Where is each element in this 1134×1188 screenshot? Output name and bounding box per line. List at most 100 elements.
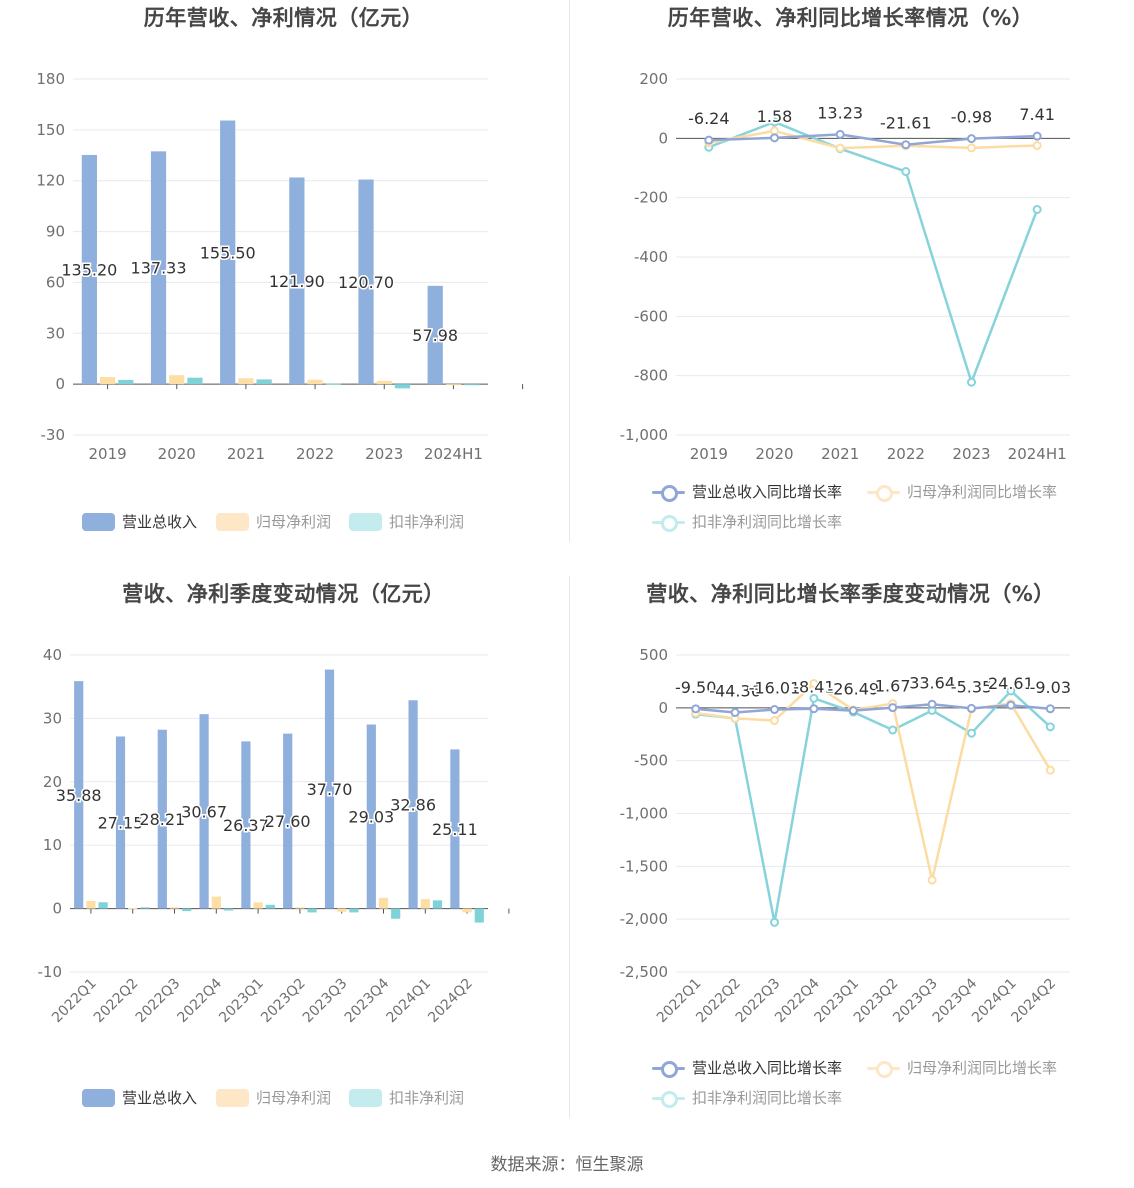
data-label: 121.90 [269,272,325,291]
legend-label: 营业总收入 [122,1089,198,1107]
point-deducted-growth [901,167,911,177]
legend-swatch [82,1088,115,1107]
bar-deducted-profit [256,379,272,385]
point-deducted-growth [888,725,898,735]
point-net-growth [927,875,937,885]
legend-item-net-growth[interactable]: 归母净利润同比增长率 [867,1057,1057,1078]
y-tick-label: 90 [46,223,65,241]
panel-quarterly-revenue-profit: 营收、净利季度变动情况（亿元） -10 0 10 20 30 40 2022Q1 2022Q2… [0,576,567,1152]
bar-chart-quarterly: -100102030402022Q12022Q22022Q32022Q42023… [38,646,510,1027]
bar-revenue [450,749,460,909]
legend-swatch [652,513,685,532]
x-tick-label: 2024Q2 [1009,976,1060,1027]
legend-item-revenue-growth[interactable]: 营业总收入同比增长率 [652,481,842,502]
panel-divider-bottom [569,576,570,1118]
bar-net-profit [420,899,430,909]
bar-deducted-profit [140,907,150,909]
x-tick-label: 2022Q3 [133,976,184,1027]
y-tick-label: 30 [46,324,65,342]
panel-annual-growth: 历年营收、净利同比增长率情况（%） -1,000 -800 -600 -400 -200… [567,0,1134,576]
series-line-net-growth [695,682,1052,882]
x-tick-label: 2020 [158,445,196,463]
legend-item-net-profit[interactable]: 归母净利润 [216,1087,331,1108]
legend-swatch [82,512,115,531]
x-tick-label: 2024H1 [1008,445,1067,463]
point-revenue-growth [967,134,976,144]
chart-title: 历年营收、净利同比增长率情况（%） [667,6,1034,30]
legend-item-deducted-profit[interactable]: 扣非净利润 [349,511,464,532]
data-label: 27.60 [265,812,311,831]
bar-deducted-profit [325,383,341,385]
panel-quarterly-growth: 营收、净利同比增长率季度变动情况（%） -2,500 -2,000 -1,500 -1… [567,576,1134,1152]
bar-deducted-profit [182,908,192,912]
y-tick-label: -2,500 [620,963,668,981]
y-tick-label: -600 [634,307,668,325]
data-label: -6.24 [688,109,729,128]
x-tick-label: 2023Q1 [216,976,267,1027]
y-tick-label: 200 [639,70,668,88]
point-revenue-growth [809,704,819,714]
bar-net-profit [169,375,185,385]
legend-item-deducted-growth[interactable]: 扣非净利润同比增长率 [652,1087,842,1108]
point-revenue-growth [927,699,937,709]
legend-item-revenue[interactable]: 营业总收入 [82,511,197,532]
bar-net-profit [307,379,323,385]
data-label: 27.15 [98,814,144,833]
chart-title: 历年营收、净利情况（亿元） [143,6,424,30]
bar-net-profit [86,900,96,909]
y-tick-label: -1,500 [620,857,668,875]
bar-revenue [289,177,305,385]
y-tick-label: 0 [658,129,668,147]
data-label: -8.41 [793,678,834,697]
data-label: 7.41 [1019,105,1055,124]
bar-revenue [150,151,167,385]
bar-deducted-profit [432,900,443,909]
point-deducted-growth [967,377,976,387]
legend-item-net-growth[interactable]: 归母净利润同比增长率 [867,481,1057,502]
legend-item-deducted-growth[interactable]: 扣非净利润同比增长率 [652,511,842,532]
data-label: -0.98 [951,108,992,127]
data-label: 155.50 [200,243,256,262]
legend-swatch [652,1089,685,1108]
bar-deducted-profit [118,379,134,385]
data-label: 26.37 [223,816,269,835]
legend-label: 归母净利润同比增长率 [907,483,1058,501]
x-tick-label: 2022Q1 [49,976,100,1027]
bar-revenue [366,724,376,909]
data-label: 1.67 [875,677,911,696]
point-deducted-growth [967,728,976,738]
bar-revenue [241,741,251,909]
x-tick-label: 2019 [88,445,126,463]
y-tick-label: -1,000 [620,426,668,444]
x-tick-label: 2019 [690,445,728,463]
x-tick-label: 2024Q1 [384,976,435,1027]
legend-item-net-profit[interactable]: 归母净利润 [216,511,331,532]
legend-item-revenue[interactable]: 营业总收入 [82,1087,197,1108]
data-source-note: 数据来源：恒生聚源 [490,1155,644,1175]
chart-title: 营收、净利同比增长率季度变动情况（%） [646,582,1055,606]
bar-net-profit [253,902,263,909]
bar-net-profit [169,907,180,909]
bar-net-profit [295,907,305,909]
series-line-net-growth [708,129,1038,150]
point-revenue-growth [888,703,898,713]
point-revenue-growth [835,129,845,139]
bar-deducted-profit [394,384,411,389]
data-label: 135.20 [61,261,117,280]
data-label: -5.35 [951,677,992,696]
bar-deducted-profit [98,902,108,909]
bar-deducted-profit [307,908,317,913]
data-label: -9.50 [675,678,716,697]
panel-annual-revenue-profit: 历年营收、净利情况（亿元） -30 0 30 60 90 120 150 180 2019 202… [0,0,567,576]
y-tick-label: 180 [36,70,65,88]
point-net-growth [809,679,819,689]
legend-label: 营业总收入 [122,513,198,531]
point-revenue-growth [730,708,740,718]
legend-item-revenue-growth[interactable]: 营业总收入同比增长率 [652,1057,842,1078]
legend-label: 扣非净利润同比增长率 [692,513,843,531]
data-label: 1.58 [757,107,793,126]
x-tick-label: 2023Q3 [300,976,351,1027]
data-label: 120.70 [338,273,394,292]
point-revenue-growth [1032,131,1042,141]
legend-item-deducted-profit[interactable]: 扣非净利润 [349,1087,464,1108]
